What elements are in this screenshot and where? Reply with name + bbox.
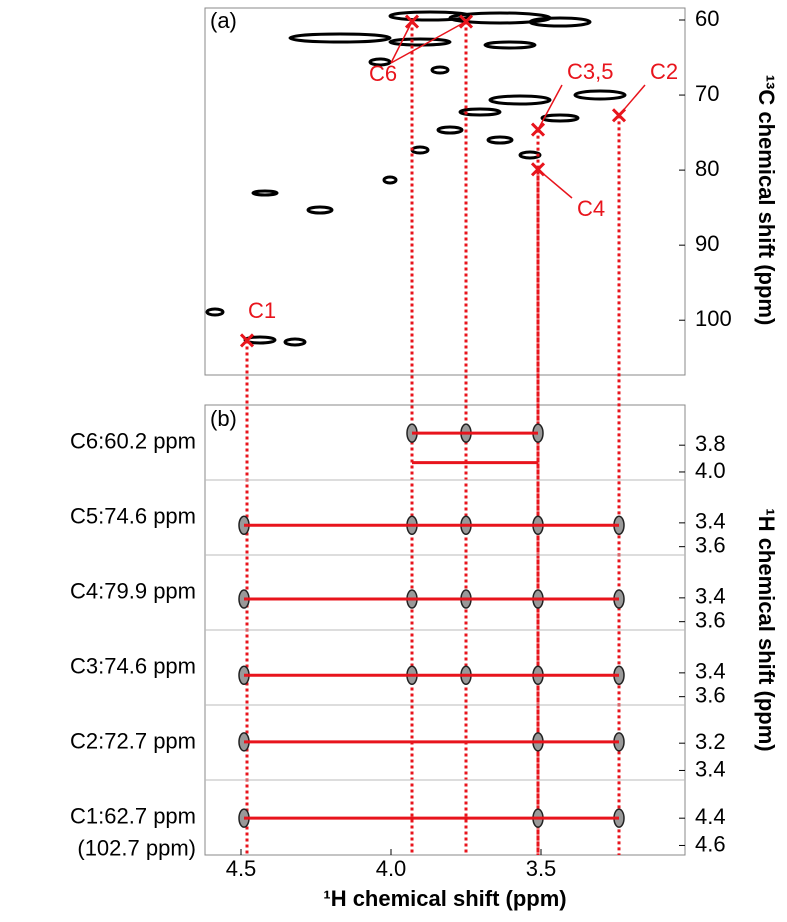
strip-label: C1:62.7 ppm bbox=[70, 803, 196, 828]
y-tick-label: 3.4 bbox=[695, 584, 726, 609]
peak-marker bbox=[530, 162, 546, 177]
y-tick-label: 90 bbox=[695, 231, 719, 256]
y-tick-label: 3.6 bbox=[695, 607, 726, 632]
peak-label: C4 bbox=[577, 196, 605, 221]
strip-label: C6:60.2 ppm bbox=[70, 428, 196, 453]
y-axis-label: ¹³C chemical shift (ppm) bbox=[754, 75, 779, 326]
y-tick-label: 70 bbox=[695, 81, 719, 106]
strip-label: C4:79.9 ppm bbox=[70, 578, 196, 603]
peak-marker bbox=[530, 122, 546, 137]
y-tick-label: 3.4 bbox=[695, 509, 726, 534]
peak-marker bbox=[611, 108, 627, 123]
y-tick-label: 3.4 bbox=[695, 756, 726, 781]
peak-label: C1 bbox=[248, 298, 276, 323]
x-tick-label: 4.5 bbox=[226, 856, 257, 881]
peak-marker bbox=[239, 333, 255, 348]
strip-label: C3:74.6 ppm bbox=[70, 653, 196, 678]
panel-label: (b) bbox=[210, 406, 237, 431]
y-tick-label: 3.8 bbox=[695, 431, 726, 456]
y-tick-label: 100 bbox=[695, 306, 732, 331]
y-tick-label: 4.6 bbox=[695, 831, 726, 856]
y-tick-label: 60 bbox=[695, 6, 719, 31]
strip-label: C5:74.6 ppm bbox=[70, 503, 196, 528]
strip-label: C2:72.7 ppm bbox=[70, 728, 196, 753]
y-tick-label: 3.6 bbox=[695, 682, 726, 707]
panel-label: (a) bbox=[210, 8, 237, 33]
strip-sublabel: (102.7 ppm) bbox=[77, 835, 196, 860]
x-tick-label: 3.5 bbox=[526, 856, 557, 881]
contours bbox=[205, 10, 627, 347]
panel-a-frame bbox=[204, 7, 686, 376]
peak-marker bbox=[458, 14, 474, 29]
leader-line bbox=[537, 84, 563, 130]
leader-line bbox=[390, 20, 467, 64]
y-tick-label: 4.0 bbox=[695, 458, 726, 483]
peak-label: C2 bbox=[650, 59, 678, 84]
y-tick-label: 3.6 bbox=[695, 532, 726, 557]
x-axis-label: ¹H chemical shift (ppm) bbox=[323, 886, 566, 911]
leader-line bbox=[390, 21, 413, 64]
x-tick-label: 4.0 bbox=[376, 856, 407, 881]
y-tick-label: 4.4 bbox=[695, 804, 726, 829]
y-tick-label: 3.4 bbox=[695, 659, 726, 684]
peak-label: C6 bbox=[369, 61, 397, 86]
y-tick-label: 3.2 bbox=[695, 729, 726, 754]
y-axis-label: ¹H chemical shift (ppm) bbox=[754, 508, 779, 751]
peak-label: C3,5 bbox=[567, 59, 613, 84]
peak-marker bbox=[404, 14, 420, 29]
y-tick-label: 80 bbox=[695, 156, 719, 181]
